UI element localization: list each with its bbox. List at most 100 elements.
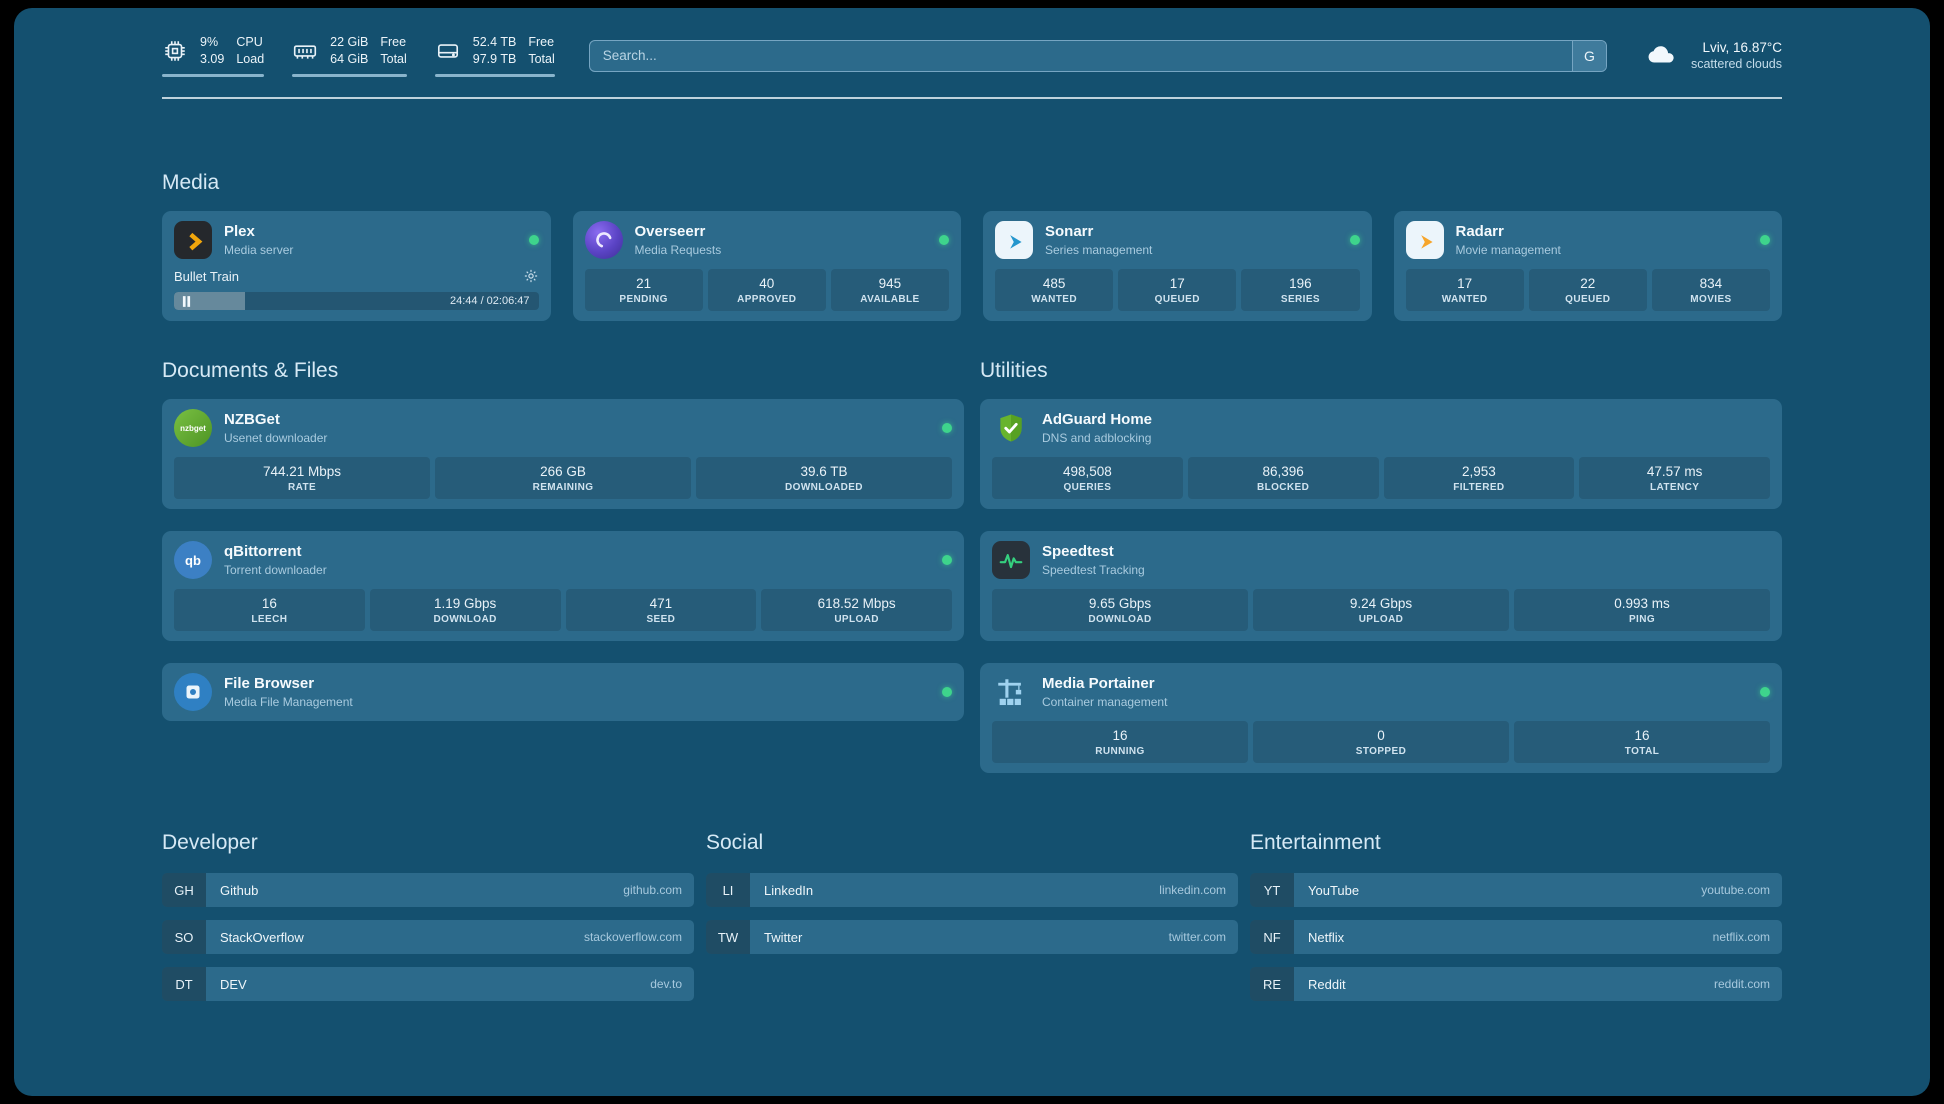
bookmark-stackoverflow[interactable]: SO StackOverflow stackoverflow.com	[162, 920, 694, 954]
service-subtitle: Torrent downloader	[224, 562, 327, 577]
memory-usage-bar	[292, 74, 407, 77]
stat-box: 16 TOTAL	[1514, 721, 1770, 763]
service-name: Overseerr	[634, 222, 706, 240]
now-playing-title: Bullet Train	[174, 268, 240, 284]
bookmark-url: linkedin.com	[1159, 883, 1226, 897]
cpu-load: 3.09	[200, 52, 225, 66]
memory-labels: Free Total	[380, 35, 407, 66]
bookmark-name: Netflix	[1308, 929, 1345, 945]
bookmark-url: twitter.com	[1168, 930, 1226, 944]
weather-location: Lviv, 16.87°C	[1702, 39, 1782, 55]
cpu-icon	[165, 40, 185, 61]
service-name: Media Portainer	[1042, 674, 1155, 692]
service-card-overseerr[interactable]: Overseerr Media Requests 21 PENDING 40 A…	[572, 211, 961, 321]
bookmark-dev[interactable]: DT DEV dev.to	[162, 967, 694, 1001]
stat-box: 618.52 Mbps UPLOAD	[761, 589, 952, 631]
cpu-usage-bar	[162, 74, 265, 77]
status-dot	[1760, 687, 1770, 697]
service-card-file-browser[interactable]: File Browser Media File Management	[162, 663, 964, 721]
bookmark-abbr: YT	[1250, 873, 1294, 907]
stat-box: 485 WANTED	[995, 269, 1114, 311]
playback-progress-bar[interactable]: 24:44 / 02:06:47	[174, 292, 539, 310]
cpu-widget: 9% 3.09 CPU Load	[162, 34, 265, 77]
bookmark-youtube[interactable]: YT YouTube youtube.com	[1250, 873, 1782, 907]
memory-widget: 22 GiB 64 GiB Free Total	[292, 34, 407, 77]
bookmark-url: stackoverflow.com	[583, 930, 682, 944]
bookmark-abbr: DT	[162, 967, 206, 1001]
bookmark-linkedin[interactable]: LI LinkedIn linkedin.com	[706, 873, 1238, 907]
bookmark-abbr: TW	[706, 920, 750, 954]
dashboard: 9% 3.09 CPU Load 22 G	[14, 8, 1930, 1096]
service-name: NZBGet	[224, 410, 280, 428]
bookmark-url: reddit.com	[1713, 977, 1770, 991]
section-title-developer: Developer	[162, 831, 258, 854]
cpu-labels: CPU Load	[236, 35, 265, 66]
bookmark-github[interactable]: GH Github github.com	[162, 873, 694, 907]
service-card-adguard-home[interactable]: AdGuard Home DNS and adblocking 498,508 …	[980, 399, 1782, 509]
stat-box: 9.65 Gbps DOWNLOAD	[992, 589, 1248, 631]
service-card-sonarr[interactable]: Sonarr Series management 485 WANTED 17 Q…	[983, 211, 1372, 321]
service-subtitle: Movie management	[1455, 242, 1561, 257]
stat-box: 17 WANTED	[1405, 269, 1524, 311]
service-subtitle: Series management	[1045, 242, 1153, 257]
bookmark-netflix[interactable]: NF Netflix netflix.com	[1250, 920, 1782, 954]
section-title-utilities: Utilities	[980, 359, 1048, 382]
bookmark-twitter[interactable]: TW Twitter twitter.com	[706, 920, 1238, 954]
service-subtitle: Speedtest Tracking	[1042, 562, 1145, 577]
service-name: Radarr	[1455, 222, 1504, 240]
service-card-media-portainer[interactable]: Media Portainer Container management 16 …	[980, 663, 1782, 773]
bookmark-abbr: SO	[162, 920, 206, 954]
bookmark-url: github.com	[623, 883, 682, 897]
service-card-nzbget[interactable]: nzbget NZBGet Usenet downloader 744.21 M…	[162, 399, 964, 509]
status-dot	[942, 423, 952, 433]
bookmark-abbr: GH	[162, 873, 206, 907]
service-name: File Browser	[224, 674, 315, 692]
sonarr-icon	[995, 221, 1033, 259]
search-input[interactable]	[588, 39, 1607, 72]
status-dot	[939, 235, 949, 245]
stat-box: 22 QUEUED	[1528, 269, 1647, 311]
settings-gear-icon[interactable]	[523, 268, 539, 284]
stat-box: 2,953 FILTERED	[1383, 457, 1575, 499]
stat-box: 471 SEED	[565, 589, 757, 631]
resource-widgets: 9% 3.09 CPU Load 22 G	[162, 34, 555, 77]
status-dot	[1349, 235, 1360, 245]
stat-box: 16 LEECH	[174, 589, 365, 631]
playback-progress-fill	[174, 292, 246, 310]
pause-icon[interactable]	[182, 296, 191, 307]
disk-values: 52.4 TB 97.9 TB	[472, 35, 517, 66]
stat-box: 1.19 Gbps DOWNLOAD	[369, 589, 561, 631]
speedtest-icon	[992, 541, 1030, 579]
service-name: qBittorrent	[224, 542, 302, 560]
stat-box: 40 APPROVED	[707, 269, 826, 311]
stat-box: 17 QUEUED	[1118, 269, 1237, 311]
stat-box: 0 STOPPED	[1253, 721, 1509, 763]
memory-values: 22 GiB 64 GiB	[330, 35, 369, 66]
section-documents-files: Documents & Files nzbget NZBGet Usenet d…	[162, 359, 964, 721]
service-card-radarr[interactable]: Radarr Movie management 17 WANTED 22 QUE…	[1393, 211, 1782, 321]
service-card-qbittorrent[interactable]: qb qBittorrent Torrent downloader 16 LEE…	[162, 531, 964, 641]
service-subtitle: Usenet downloader	[224, 430, 328, 445]
cpu-values: 9% 3.09	[200, 34, 224, 67]
disk-icon	[437, 43, 458, 58]
service-card-speedtest[interactable]: Speedtest Speedtest Tracking 9.65 Gbps D…	[980, 531, 1782, 641]
weather-condition: scattered clouds	[1690, 57, 1782, 72]
stat-box: 744.21 Mbps RATE	[174, 457, 430, 499]
bookmark-url: netflix.com	[1712, 930, 1770, 944]
bookmark-abbr: LI	[706, 873, 750, 907]
stat-box: 498,508 QUERIES	[992, 457, 1183, 499]
disk-usage-bar	[434, 74, 555, 77]
service-subtitle: Container management	[1042, 694, 1168, 709]
bookmark-reddit[interactable]: RE Reddit reddit.com	[1250, 967, 1782, 1001]
stat-box: 834 MOVIES	[1651, 269, 1771, 311]
radarr-icon	[1405, 221, 1444, 259]
cloud-icon	[1648, 46, 1674, 63]
search-provider-button[interactable]: G	[1571, 40, 1606, 71]
service-name: Sonarr	[1045, 222, 1094, 240]
service-name: Speedtest	[1042, 542, 1114, 560]
bookmark-name: StackOverflow	[220, 929, 304, 945]
service-name: AdGuard Home	[1042, 410, 1153, 428]
status-dot	[942, 555, 952, 565]
service-card-plex[interactable]: Plex Media server Bullet Train	[162, 211, 551, 321]
file-browser-icon	[174, 673, 212, 711]
